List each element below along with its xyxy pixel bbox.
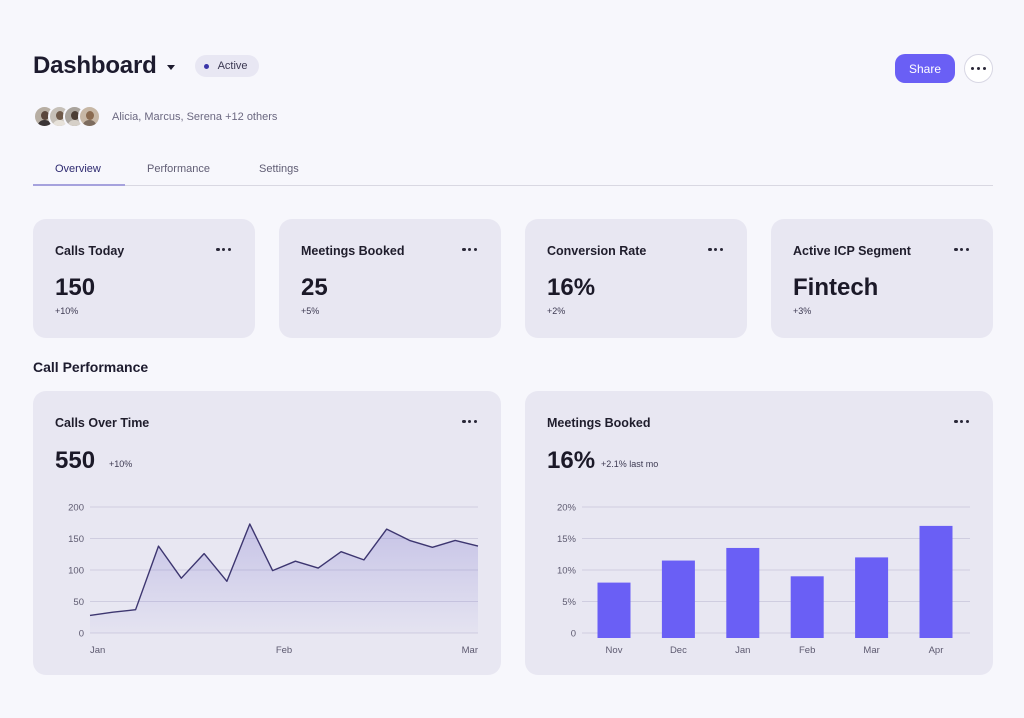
x-tick-label: Feb bbox=[276, 645, 292, 656]
chart-change: +2.1% last mo bbox=[601, 459, 659, 469]
bar bbox=[790, 576, 824, 638]
bar bbox=[726, 547, 760, 638]
x-tick-label: Dec bbox=[670, 645, 687, 656]
x-tick-label: Nov bbox=[606, 645, 623, 656]
stat-change: +5% bbox=[301, 306, 320, 316]
series-line bbox=[89, 523, 479, 617]
x-tick-label: Jan bbox=[90, 645, 105, 656]
chevron-down-icon[interactable] bbox=[166, 64, 175, 70]
x-tick-label: Apr bbox=[929, 645, 944, 656]
stat-card-active-icp-segment: Active ICP Segment Fintech +3% bbox=[771, 219, 993, 338]
more-icon[interactable] bbox=[708, 248, 723, 252]
status-badge: Active bbox=[194, 55, 259, 77]
y-tick-label: 0 bbox=[571, 629, 576, 640]
y-tick-label: 15% bbox=[557, 534, 577, 545]
bar bbox=[597, 582, 631, 638]
stat-value: 25 bbox=[301, 274, 328, 301]
share-button[interactable]: Share bbox=[895, 54, 955, 83]
stat-value: Fintech bbox=[793, 274, 879, 301]
more-icon bbox=[971, 66, 986, 71]
y-tick-label: 50 bbox=[73, 597, 84, 608]
collaborators-label: Alicia, Marcus, Serena +12 others bbox=[112, 110, 278, 123]
more-icon[interactable] bbox=[954, 420, 969, 424]
more-icon[interactable] bbox=[462, 420, 477, 424]
more-icon[interactable] bbox=[216, 248, 231, 252]
chart-value: 16% bbox=[547, 447, 596, 474]
stat-card-conversion-rate: Conversion Rate 16% +2% bbox=[525, 219, 747, 338]
bar bbox=[661, 560, 695, 638]
y-tick-label: 5% bbox=[562, 597, 576, 608]
page-title: Dashboard bbox=[33, 52, 157, 79]
x-tick-label: Feb bbox=[799, 645, 815, 656]
stat-change: +2% bbox=[547, 306, 566, 316]
chart-title: Meetings Booked bbox=[547, 416, 651, 430]
stat-title: Meetings Booked bbox=[301, 244, 405, 258]
y-tick-label: 0 bbox=[79, 629, 84, 640]
stat-title: Conversion Rate bbox=[547, 244, 647, 258]
more-icon[interactable] bbox=[462, 248, 477, 252]
stat-title: Calls Today bbox=[55, 244, 125, 258]
calls-line-chart: 0 50 100 150 200 Jan Feb Mar bbox=[68, 503, 479, 656]
active-tab-indicator bbox=[33, 184, 125, 186]
section-title: Call Performance bbox=[33, 359, 149, 375]
chart-title: Calls Over Time bbox=[55, 416, 150, 430]
calls-over-time-card: Calls Over Time 550 +10% 0 50 100 150 200 Jan… bbox=[33, 391, 501, 675]
avatar bbox=[78, 105, 101, 128]
y-tick-label: 150 bbox=[68, 534, 84, 545]
stat-value: 16% bbox=[547, 274, 596, 301]
x-tick-label: Mar bbox=[462, 645, 478, 656]
status-dot-icon bbox=[203, 63, 209, 69]
y-tick-label: 100 bbox=[68, 566, 84, 577]
more-options-button[interactable] bbox=[964, 54, 993, 83]
bar bbox=[855, 557, 889, 638]
chart-value: 550 bbox=[55, 447, 96, 474]
more-icon[interactable] bbox=[954, 248, 969, 252]
page-header: Dashboard Active bbox=[33, 52, 259, 80]
stat-change: +3% bbox=[793, 306, 812, 316]
stat-card-meetings-booked: Meetings Booked 25 +5% bbox=[279, 219, 501, 338]
tab-settings[interactable]: Settings bbox=[259, 163, 299, 175]
area-fill bbox=[90, 524, 478, 633]
tab-overview[interactable]: Overview bbox=[55, 163, 101, 175]
x-tick-label: Jan bbox=[735, 645, 750, 656]
tab-performance[interactable]: Performance bbox=[147, 163, 210, 175]
y-tick-label: 200 bbox=[68, 503, 84, 514]
y-tick-label: 20% bbox=[557, 503, 577, 514]
status-label: Active bbox=[217, 60, 248, 72]
stat-value: 150 bbox=[55, 274, 96, 301]
stat-card-calls-today: Calls Today 150 +10% bbox=[33, 219, 255, 338]
chart-change: +10% bbox=[109, 459, 133, 469]
stat-title: Active ICP Segment bbox=[793, 244, 911, 258]
y-tick-label: 10% bbox=[557, 566, 577, 577]
bar bbox=[919, 525, 953, 638]
avatar-stack[interactable] bbox=[33, 105, 101, 128]
tab-bar: Overview Performance Settings bbox=[33, 160, 993, 186]
meetings-bar-chart: 0 5% 10% 15% 20% Nov Dec Jan Feb Mar Apr bbox=[557, 503, 970, 656]
x-tick-label: Mar bbox=[863, 645, 879, 656]
stat-change: +10% bbox=[55, 306, 79, 316]
collaborators: Alicia, Marcus, Serena +12 others bbox=[33, 105, 277, 128]
meetings-booked-card: Meetings Booked 16% +2.1% last mo 0 5% 10%… bbox=[525, 391, 993, 675]
